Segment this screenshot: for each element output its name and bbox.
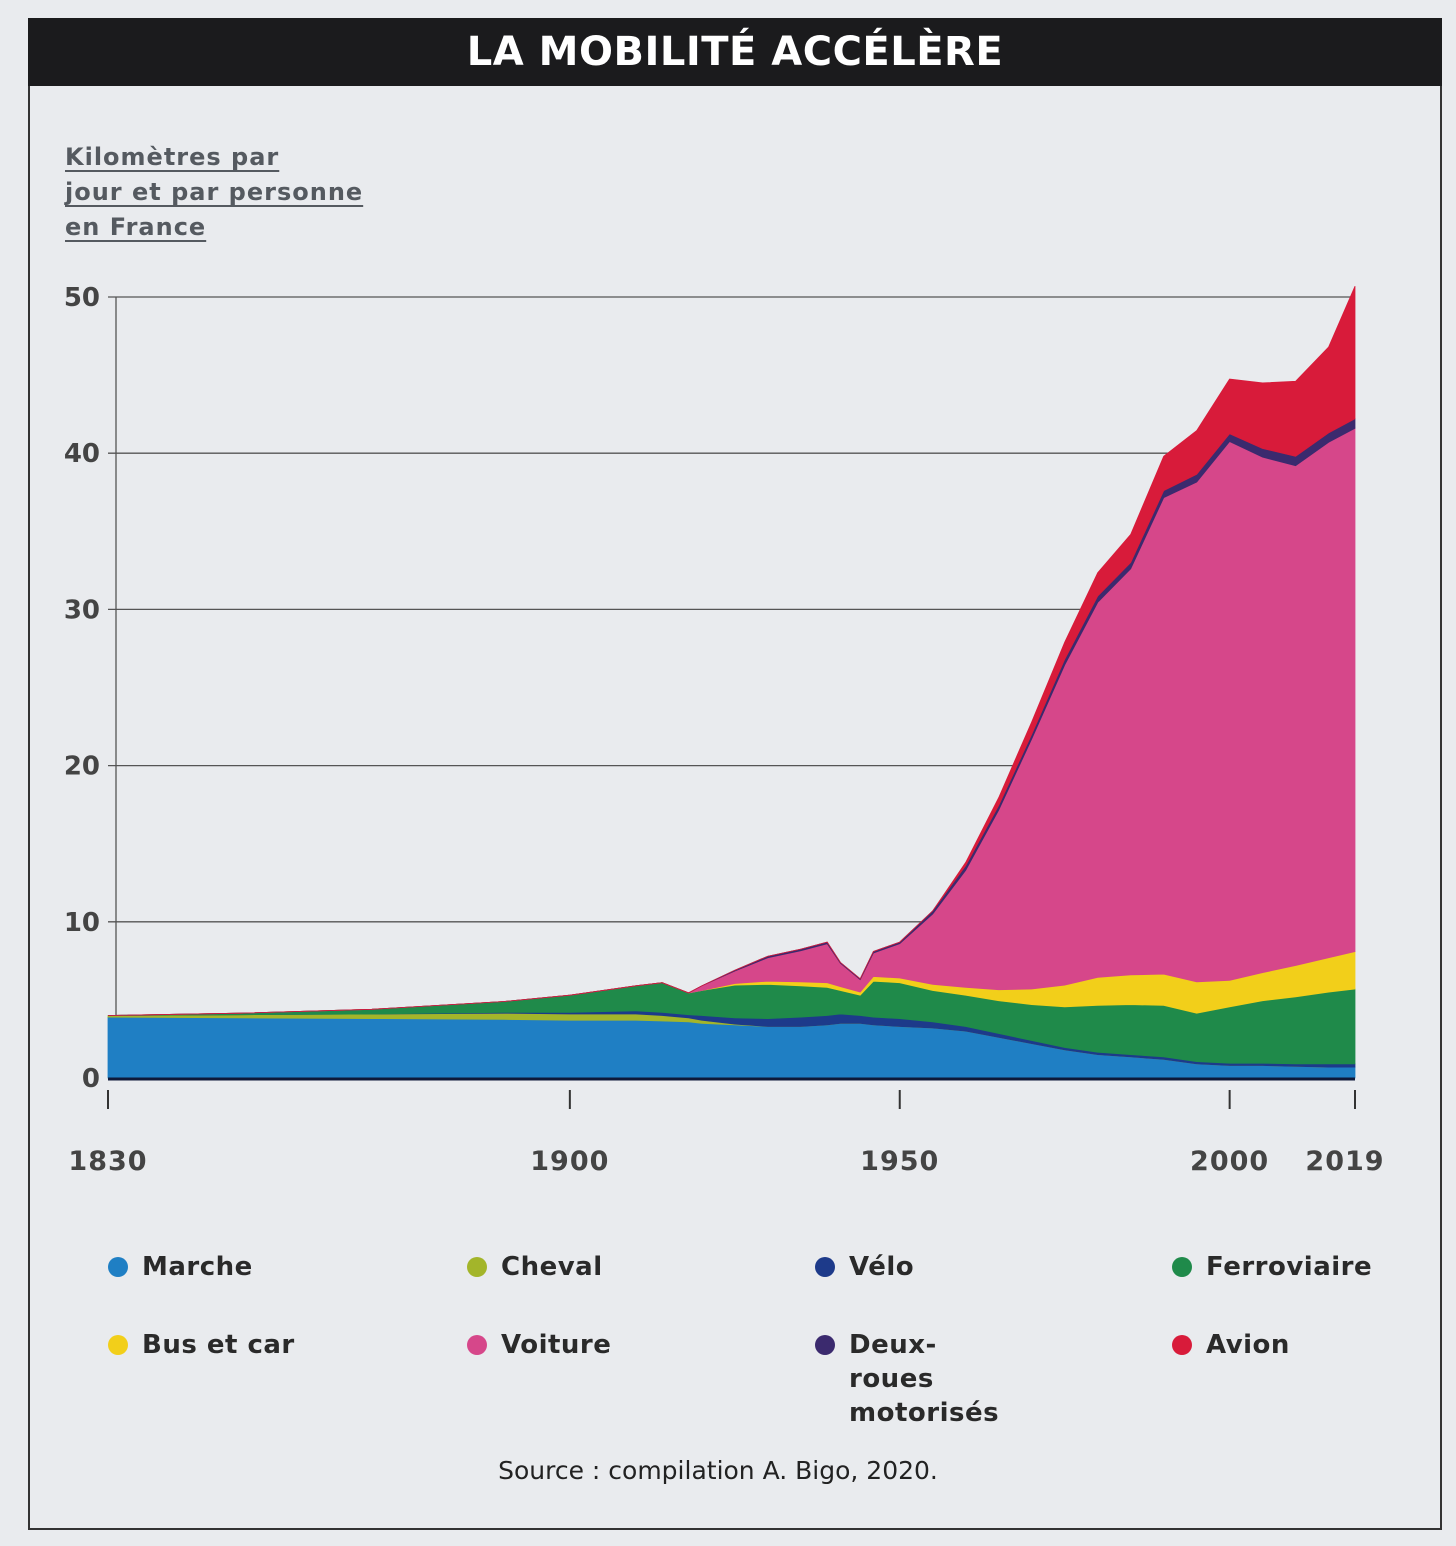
legend-item: Ferroviaire xyxy=(1172,1250,1372,1284)
legend-item: Deux-roues motorisés xyxy=(815,1328,1019,1430)
y-tick-label: 40 xyxy=(64,439,100,469)
x-tick-label: 1900 xyxy=(530,1146,609,1177)
legend-swatch-icon xyxy=(815,1257,835,1277)
y-axis-label-line: Kilomètres par xyxy=(65,143,280,171)
legend-swatch-icon xyxy=(108,1257,128,1277)
source-note: Source : compilation A. Bigo, 2020. xyxy=(498,1456,938,1485)
legend-label: Cheval xyxy=(501,1252,603,1282)
legend-swatch-icon xyxy=(108,1335,128,1355)
x-tick-label: 2019 xyxy=(1305,1146,1384,1177)
legend-swatch-icon xyxy=(815,1335,835,1355)
legend-swatch-icon xyxy=(467,1257,487,1277)
legend-item: Cheval xyxy=(467,1250,603,1284)
x-tick-label: 2000 xyxy=(1190,1146,1269,1177)
area-voiture xyxy=(107,427,1356,1016)
legend-item: Voiture xyxy=(467,1328,611,1362)
y-tick-label: 50 xyxy=(64,283,100,313)
legend-label: Vélo xyxy=(849,1252,915,1282)
legend-item: Bus et car xyxy=(108,1328,295,1362)
legend-label: Deux-roues motorisés xyxy=(849,1330,1000,1428)
legend-label: Marche xyxy=(142,1252,253,1282)
legend-swatch-icon xyxy=(467,1335,487,1355)
x-tick-label: 1830 xyxy=(68,1146,147,1177)
legend-item: Avion xyxy=(1172,1328,1290,1362)
legend-item: Vélo xyxy=(815,1250,914,1284)
legend-swatch-icon xyxy=(1172,1257,1192,1277)
y-tick-label: 0 xyxy=(82,1064,100,1094)
legend-swatch-icon xyxy=(1172,1335,1192,1355)
y-tick-label: 20 xyxy=(64,752,100,782)
x-tick-label: 1950 xyxy=(860,1146,939,1177)
y-axis-label-line: en France xyxy=(65,213,207,241)
chart-title: LA MOBILITÉ ACCÉLÈRE xyxy=(28,18,1442,86)
y-axis-label: Kilomètres par jour et par personne en F… xyxy=(65,140,363,245)
legend-label: Bus et car xyxy=(142,1330,295,1360)
legend-label: Ferroviaire xyxy=(1206,1252,1373,1282)
legend-label: Voiture xyxy=(501,1330,612,1360)
y-axis-label-line: jour et par personne xyxy=(65,178,364,206)
legend-label: Avion xyxy=(1206,1330,1290,1360)
chart-frame xyxy=(28,18,1442,1530)
area-avion xyxy=(107,285,1356,1016)
y-tick-label: 10 xyxy=(64,908,100,938)
y-tick-label: 30 xyxy=(64,595,100,625)
legend-item: Marche xyxy=(108,1250,253,1284)
